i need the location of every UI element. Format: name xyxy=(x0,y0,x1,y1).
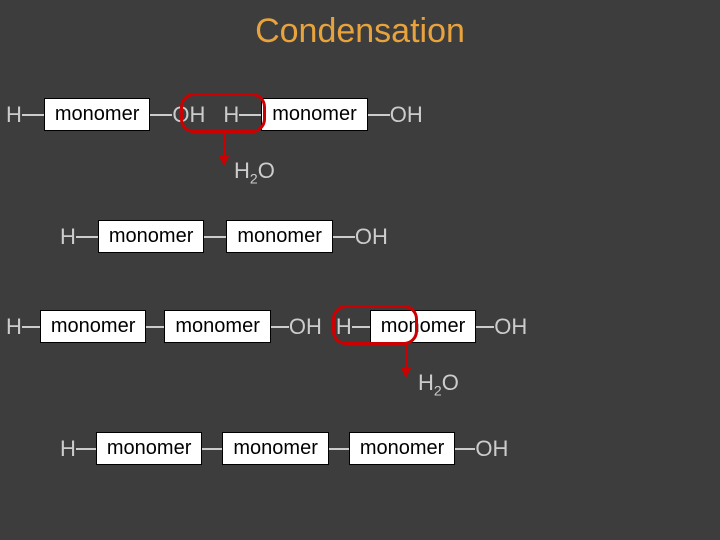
row-3: H monomer monomer OH xyxy=(60,220,388,253)
monomer-box: monomer xyxy=(222,432,328,465)
connector xyxy=(76,236,98,238)
h-label: H xyxy=(60,436,76,462)
h2o-label: H2O xyxy=(418,370,459,398)
row-5-h2o: H2O xyxy=(418,370,459,398)
oh-label: OH xyxy=(172,102,205,128)
monomer-box: monomer xyxy=(40,310,146,343)
oh-label: OH xyxy=(475,436,508,462)
row-6: H monomer monomer monomer OH xyxy=(60,432,508,465)
connector xyxy=(22,114,44,116)
oh-label: OH xyxy=(355,224,388,250)
monomer-box: monomer xyxy=(349,432,455,465)
arrow-down-1 xyxy=(216,130,232,166)
monomer-box: monomer xyxy=(164,310,270,343)
oh-label: OH xyxy=(494,314,527,340)
monomer-box: monomer xyxy=(370,310,476,343)
page-title: Condensation xyxy=(0,0,720,51)
oh-label: OH xyxy=(289,314,322,340)
h-label: H xyxy=(60,224,76,250)
connector xyxy=(204,236,226,238)
h-label: H xyxy=(6,102,22,128)
connector xyxy=(202,448,222,450)
connector xyxy=(271,326,289,328)
h-label: H xyxy=(6,314,22,340)
monomer-box: monomer xyxy=(96,432,202,465)
monomer-box: monomer xyxy=(261,98,367,131)
connector xyxy=(239,114,261,116)
h-label: H xyxy=(336,314,352,340)
h-label: H xyxy=(223,102,239,128)
connector xyxy=(76,448,96,450)
row-1: H monomer OH H monomer OH xyxy=(6,98,423,131)
row-4: H monomer monomer OH H monomer OH xyxy=(6,310,527,343)
arrow-down-2 xyxy=(398,342,414,378)
connector xyxy=(146,326,164,328)
connector xyxy=(150,114,172,116)
connector xyxy=(476,326,494,328)
title-text: Condensation xyxy=(255,12,465,50)
row-2-h2o: H2O xyxy=(234,158,275,186)
connector xyxy=(22,326,40,328)
oh-label: OH xyxy=(390,102,423,128)
connector xyxy=(352,326,370,328)
monomer-box: monomer xyxy=(44,98,150,131)
monomer-box: monomer xyxy=(226,220,332,253)
h2o-label: H2O xyxy=(234,158,275,186)
connector xyxy=(368,114,390,116)
connector xyxy=(329,448,349,450)
connector xyxy=(455,448,475,450)
connector xyxy=(333,236,355,238)
monomer-box: monomer xyxy=(98,220,204,253)
